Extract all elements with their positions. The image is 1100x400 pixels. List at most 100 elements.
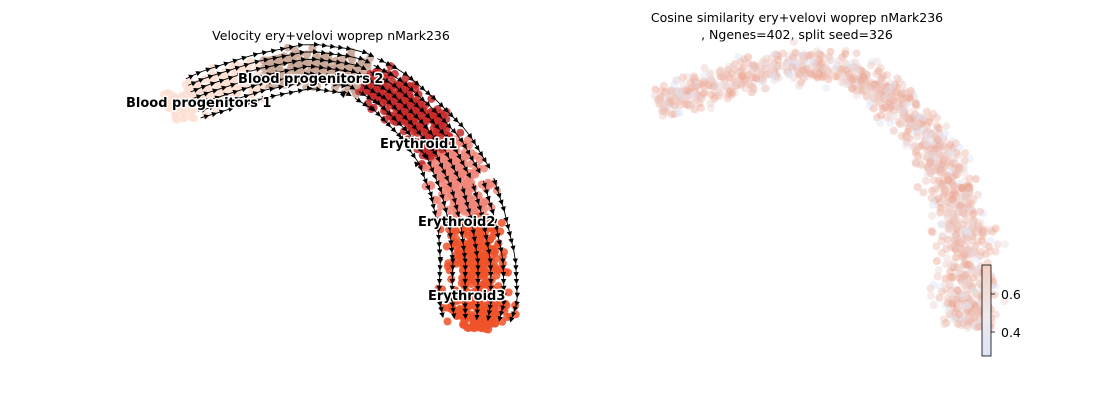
cell-point (988, 227, 997, 236)
cell-point (934, 201, 943, 210)
cell-point (777, 62, 786, 70)
cell-point (906, 93, 914, 102)
cell-point (923, 153, 932, 162)
cell-point (926, 147, 935, 156)
cell-point (724, 81, 732, 90)
cell-point (891, 100, 900, 109)
colorbar-tick-label-0.4: 0.4 (1001, 325, 1021, 340)
cell-point (802, 64, 811, 73)
cell-point (912, 159, 920, 168)
cell-point (162, 97, 171, 106)
cell-point (824, 69, 833, 78)
cell-point (952, 253, 961, 262)
cell-point (762, 70, 771, 79)
cell-point (916, 114, 924, 123)
cell-point (964, 237, 973, 246)
cell-point (911, 115, 920, 124)
cell-point (899, 109, 908, 118)
cell-point (874, 81, 883, 90)
cell-point (886, 103, 895, 112)
cell-point (845, 70, 854, 79)
cell-point (766, 64, 775, 72)
cell-point (923, 139, 932, 148)
cell-point (958, 316, 966, 325)
cell-point (966, 299, 975, 308)
cell-point (947, 172, 956, 181)
cell-point (958, 237, 967, 246)
cell-point (970, 319, 979, 328)
cell-point (667, 86, 676, 95)
cell-point (956, 245, 965, 253)
cell-point (942, 260, 951, 269)
cell-point (662, 93, 671, 102)
cell-point (481, 325, 490, 333)
cell-point (854, 65, 863, 74)
velocity-panel: Velocity ery+velovi woprep nMark236 Bloo… (125, 28, 521, 334)
cell-point (900, 133, 908, 142)
cell-point (897, 131, 906, 140)
cell-point (964, 202, 973, 211)
cell-point (956, 165, 964, 174)
cell-point (852, 82, 861, 91)
cell-point (709, 82, 718, 91)
cell-point (903, 95, 912, 104)
cell-point (737, 65, 746, 74)
cell-point (659, 81, 668, 90)
cell-point (820, 65, 829, 74)
cell-point (918, 141, 927, 150)
cell-point (484, 180, 493, 189)
cell-point (960, 242, 969, 251)
cell-point (954, 203, 963, 212)
cell-point (767, 63, 776, 72)
cell-point (744, 53, 753, 62)
cell-point (948, 191, 957, 200)
cell-point (442, 303, 451, 312)
cell-point (689, 91, 698, 99)
cell-point (895, 103, 904, 111)
cell-point (857, 79, 866, 88)
cell-point (968, 283, 976, 292)
cell-point (944, 143, 953, 151)
cell-point (923, 146, 932, 154)
cell-point (953, 216, 962, 225)
cell-point (953, 248, 962, 257)
cell-point (966, 154, 975, 163)
cell-point (878, 73, 887, 82)
cell-point (952, 285, 961, 294)
cell-point (922, 129, 931, 137)
cell-point (962, 182, 971, 191)
cell-point (869, 94, 878, 103)
cell-point (738, 74, 747, 83)
cell-point (959, 253, 968, 262)
cell-point (741, 75, 750, 84)
cell-point (970, 286, 979, 295)
cell-point (960, 177, 969, 186)
cell-point (964, 246, 972, 255)
cell-point (751, 62, 760, 71)
cell-point (947, 149, 955, 158)
cell-point (953, 222, 962, 231)
cell-point (932, 242, 941, 251)
cell-point (923, 133, 932, 141)
cell-point (790, 62, 799, 71)
cell-point (852, 86, 861, 95)
cell-point (971, 305, 980, 314)
cell-point (717, 66, 726, 75)
cell-point (718, 70, 727, 79)
cell-point (674, 88, 683, 97)
cell-point (844, 80, 853, 89)
cell-point (953, 293, 962, 302)
cell-point (944, 172, 953, 181)
cell-point (956, 201, 965, 209)
cell-point (950, 164, 959, 173)
streamline (449, 189, 469, 320)
cell-point (970, 317, 979, 326)
cell-point (949, 213, 958, 222)
cell-point (965, 186, 974, 194)
cell-point (966, 307, 975, 316)
cell-point (941, 285, 950, 294)
cell-point (971, 306, 980, 315)
cell-point (803, 52, 812, 61)
cell-point (956, 239, 965, 247)
cell-point (858, 85, 867, 94)
